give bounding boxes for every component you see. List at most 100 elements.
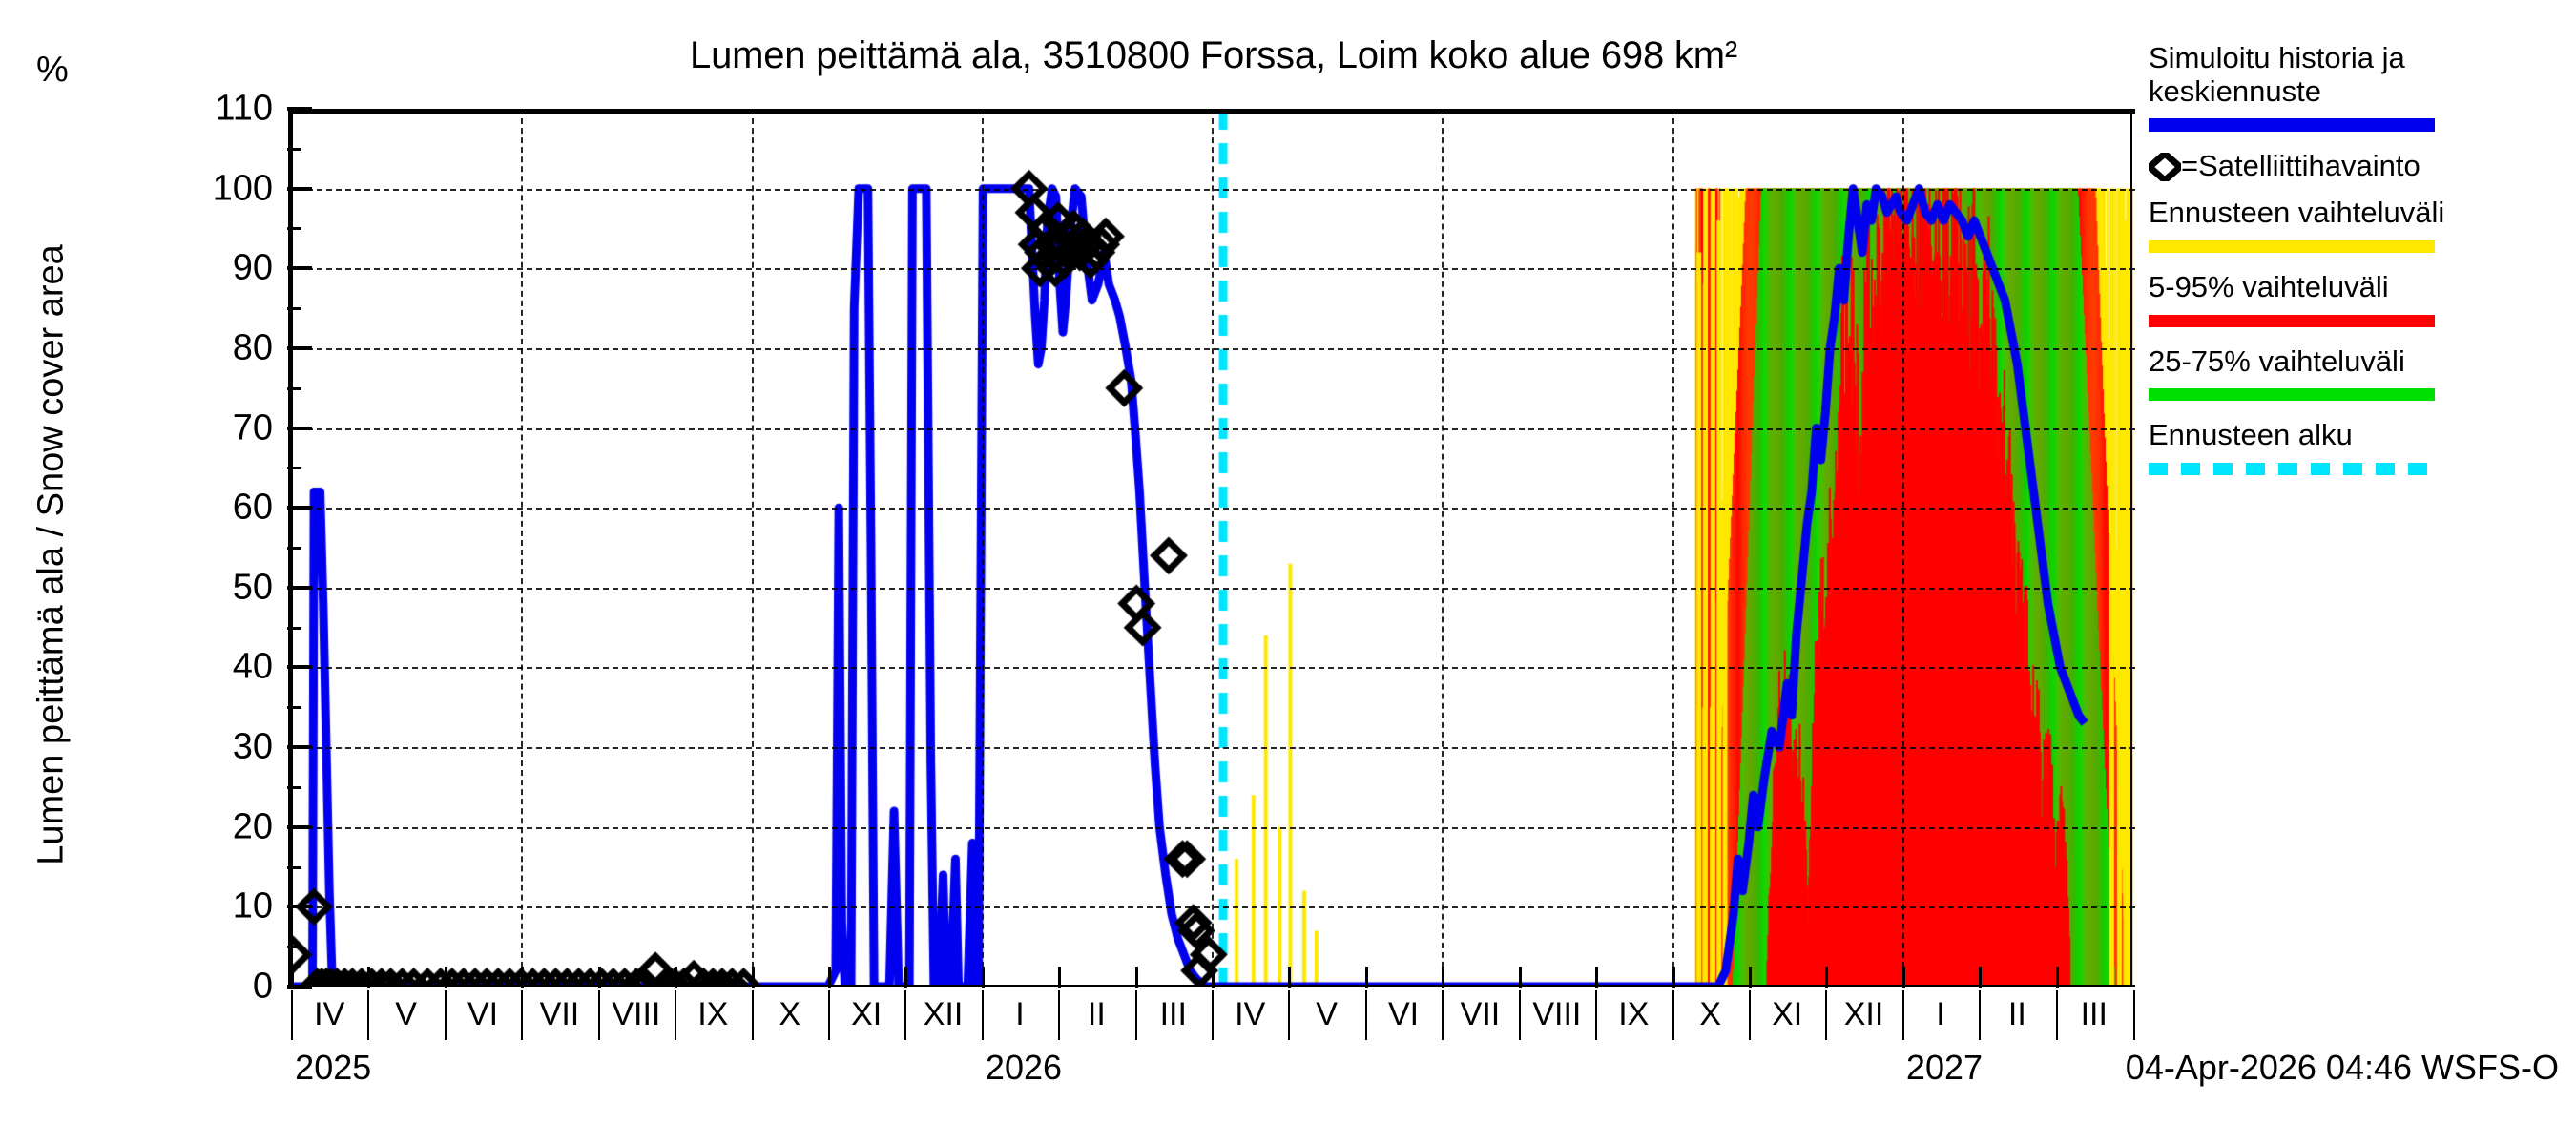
y-tick-70 xyxy=(287,426,312,430)
y-tick-110 xyxy=(287,107,312,111)
y-tick-label-0: 0 xyxy=(252,966,273,1007)
x-month-separator-2 xyxy=(444,990,447,1040)
y-tick-minor-35 xyxy=(287,706,301,710)
x-tick-18 xyxy=(1672,967,1675,988)
x-year-label-2026: 2026 xyxy=(985,1048,1063,1087)
x-month-separator-9 xyxy=(981,990,984,1040)
x-month-label-3: VII xyxy=(539,996,580,1032)
y-tick-50 xyxy=(287,585,312,590)
x-month-label-7: XI xyxy=(851,996,883,1032)
x-month-label-16: VIII xyxy=(1532,996,1582,1032)
diamond-icon xyxy=(2149,152,2181,181)
x-month-separator-15 xyxy=(1442,990,1444,1040)
gridline-v-6 xyxy=(751,109,754,987)
x-month-label-0: IV xyxy=(314,996,345,1032)
y-tick-minor-55 xyxy=(287,547,301,550)
x-month-separator-5 xyxy=(675,990,677,1040)
y-tick-label-50: 50 xyxy=(232,567,273,608)
legend-swatch-range-5-95 xyxy=(2149,314,2435,327)
chart-legend: Simuloitu historia ja keskiennuste =Satel… xyxy=(2149,41,2568,493)
x-month-label-11: III xyxy=(1159,996,1187,1032)
x-month-label-13: V xyxy=(1316,996,1338,1032)
x-month-separator-end xyxy=(2133,990,2135,1040)
x-month-separator-1 xyxy=(367,990,370,1040)
x-month-separator-4 xyxy=(597,990,600,1040)
y-tick-minor-45 xyxy=(287,626,301,630)
x-tick-20 xyxy=(1825,967,1829,988)
x-month-separator-23 xyxy=(2055,990,2058,1040)
x-tick-19 xyxy=(1748,967,1752,988)
page-title: Lumen peittämä ala, 3510800 Forssa, Loim… xyxy=(690,34,1737,76)
y-tick-80 xyxy=(287,345,312,350)
x-tick-16 xyxy=(1518,967,1522,988)
y-tick-minor-85 xyxy=(287,307,301,311)
x-axis-month-labels: IV V VI VII VIII IX X XI XII I II III IV V VI VII VIII IX… xyxy=(288,990,2135,1046)
x-month-separator-7 xyxy=(827,990,830,1040)
x-tick-22 xyxy=(1979,967,1983,988)
axis-frame-right xyxy=(2130,109,2132,987)
y-tick-minor-65 xyxy=(287,467,301,470)
legend-label-forecast-range: Ennusteen vaihteluväli xyxy=(2149,196,2445,230)
x-month-label-2: VI xyxy=(467,996,499,1032)
y-tick-40 xyxy=(287,665,312,670)
x-month-label-10: II xyxy=(1087,996,1106,1032)
x-month-separator-14 xyxy=(1364,990,1367,1040)
y-tick-10 xyxy=(287,905,312,909)
x-month-label-21: I xyxy=(1936,996,1945,1032)
x-month-separator-20 xyxy=(1825,990,1828,1040)
y-axis-unit: % xyxy=(36,50,69,90)
x-month-label-8: XII xyxy=(923,996,964,1032)
x-month-label-4: VIII xyxy=(612,996,661,1032)
x-axis-year-labels: 2025 2026 2027 xyxy=(288,1048,2135,1103)
x-month-label-23: III xyxy=(2080,996,2108,1032)
y-tick-90 xyxy=(287,266,312,271)
x-tick-23 xyxy=(2055,967,2059,988)
legend-label-range-25-75: 25-75% vaihteluväli xyxy=(2149,344,2405,378)
y-tick-minor-5 xyxy=(287,946,301,949)
gridline-v-18 xyxy=(1672,109,1674,987)
x-year-label-2025: 2025 xyxy=(295,1048,372,1087)
gridline-v-21 xyxy=(1901,109,1904,987)
y-tick-label-90: 90 xyxy=(232,247,273,288)
x-month-separator-11 xyxy=(1134,990,1137,1040)
x-month-separator-8 xyxy=(904,990,907,1040)
x-tick-5 xyxy=(675,967,678,988)
x-month-separator-22 xyxy=(1979,990,1982,1040)
y-tick-30 xyxy=(287,745,312,750)
x-tick-4 xyxy=(597,967,601,988)
x-tick-12 xyxy=(1212,967,1215,988)
legend-entry-satellite-observation: =Satelliittihavainto xyxy=(2149,150,2568,183)
y-tick-0 xyxy=(287,985,312,989)
legend-label-range-5-95: 5-95% vaihteluväli xyxy=(2149,269,2389,303)
gridline-v-12 xyxy=(1212,109,1214,987)
gridline-v-9 xyxy=(981,109,984,987)
x-month-separator-19 xyxy=(1748,990,1751,1040)
x-tick-13 xyxy=(1288,967,1292,988)
gridline-v-15 xyxy=(1442,109,1444,987)
x-month-separator-16 xyxy=(1518,990,1521,1040)
x-month-label-17: IX xyxy=(1618,996,1650,1032)
y-tick-20 xyxy=(287,824,312,829)
y-tick-minor-75 xyxy=(287,386,301,390)
y-tick-label-20: 20 xyxy=(232,806,273,847)
y-tick-label-100: 100 xyxy=(212,168,273,209)
gridline-v-3 xyxy=(521,109,524,987)
x-tick-2 xyxy=(444,967,447,988)
x-month-label-1: V xyxy=(395,996,417,1032)
x-month-label-5: IX xyxy=(697,996,729,1032)
y-tick-label-40: 40 xyxy=(232,646,273,687)
x-tick-14 xyxy=(1364,967,1368,988)
y-axis-tick-labels: 110 100 90 80 70 60 50 40 30 20 10 0 xyxy=(114,89,275,1007)
x-year-label-2027: 2027 xyxy=(1905,1048,1984,1087)
legend-swatch-range-25-75 xyxy=(2149,388,2435,402)
y-tick-label-30: 30 xyxy=(232,726,273,767)
y-axis-title: Lumen peittämä ala / Snow cover area xyxy=(31,244,72,865)
timestamp-stamp: 04-Apr-2026 04:46 WSFS-O xyxy=(2125,1048,2559,1087)
x-month-separator-0 xyxy=(291,990,293,1040)
x-tick-8 xyxy=(904,967,908,988)
y-tick-label-60: 60 xyxy=(232,487,273,528)
x-month-label-12: IV xyxy=(1235,996,1266,1032)
x-month-label-6: X xyxy=(779,996,801,1032)
legend-label-forecast-start: Ennusteen alku xyxy=(2149,418,2353,452)
x-tick-17 xyxy=(1595,967,1599,988)
